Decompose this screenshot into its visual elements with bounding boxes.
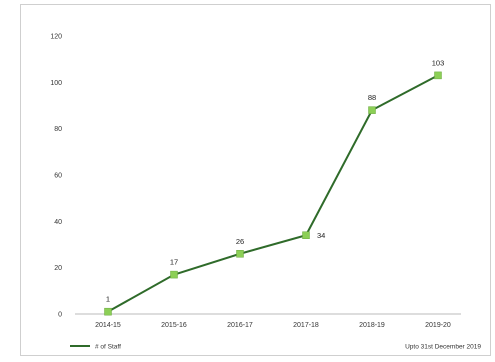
data-point — [434, 71, 442, 80]
y-tick-label: 100 — [50, 80, 62, 87]
x-tick-label: 2016-17 — [227, 322, 253, 329]
series-markers — [104, 71, 442, 316]
chart-frame — [20, 4, 491, 356]
y-tick-label: 0 — [58, 312, 62, 319]
y-tick-label: 40 — [54, 219, 62, 226]
data-point — [170, 270, 178, 279]
data-label: 88 — [368, 93, 376, 102]
x-tick-label: 2014-15 — [95, 322, 121, 329]
data-label: 103 — [432, 58, 445, 67]
legend-label-staff: # of Staff — [95, 344, 121, 351]
data-point — [104, 307, 112, 316]
y-tick-label: 60 — [54, 173, 62, 180]
legend: # of Staff — [70, 344, 121, 351]
data-point — [302, 231, 310, 239]
data-label: 26 — [236, 237, 244, 246]
x-tick-label: 2015-16 — [161, 322, 187, 329]
x-tick-label: 2018-19 — [359, 322, 385, 329]
y-tick-label: 20 — [54, 265, 62, 272]
x-axis-ticks: 2014-15 2015-16 2016-17 2017-18 2018-19 2019-… — [95, 322, 451, 329]
x-tick-label: 2019-20 — [425, 322, 451, 329]
data-point — [368, 106, 376, 114]
data-label: 34 — [317, 231, 325, 240]
data-labels: 1 17 26 34 88 103 — [106, 58, 444, 303]
footnote: Upto 31st December 2019 — [405, 344, 481, 351]
series-line-staff — [107, 74, 439, 313]
y-tick-label: 80 — [54, 126, 62, 133]
data-label: 17 — [170, 258, 178, 267]
data-label: 1 — [106, 295, 110, 304]
y-axis-ticks: 0 20 40 60 80 100 120 — [50, 34, 62, 319]
data-point — [236, 250, 244, 258]
x-tick-label: 2017-18 — [293, 322, 319, 329]
y-tick-label: 120 — [50, 34, 62, 41]
